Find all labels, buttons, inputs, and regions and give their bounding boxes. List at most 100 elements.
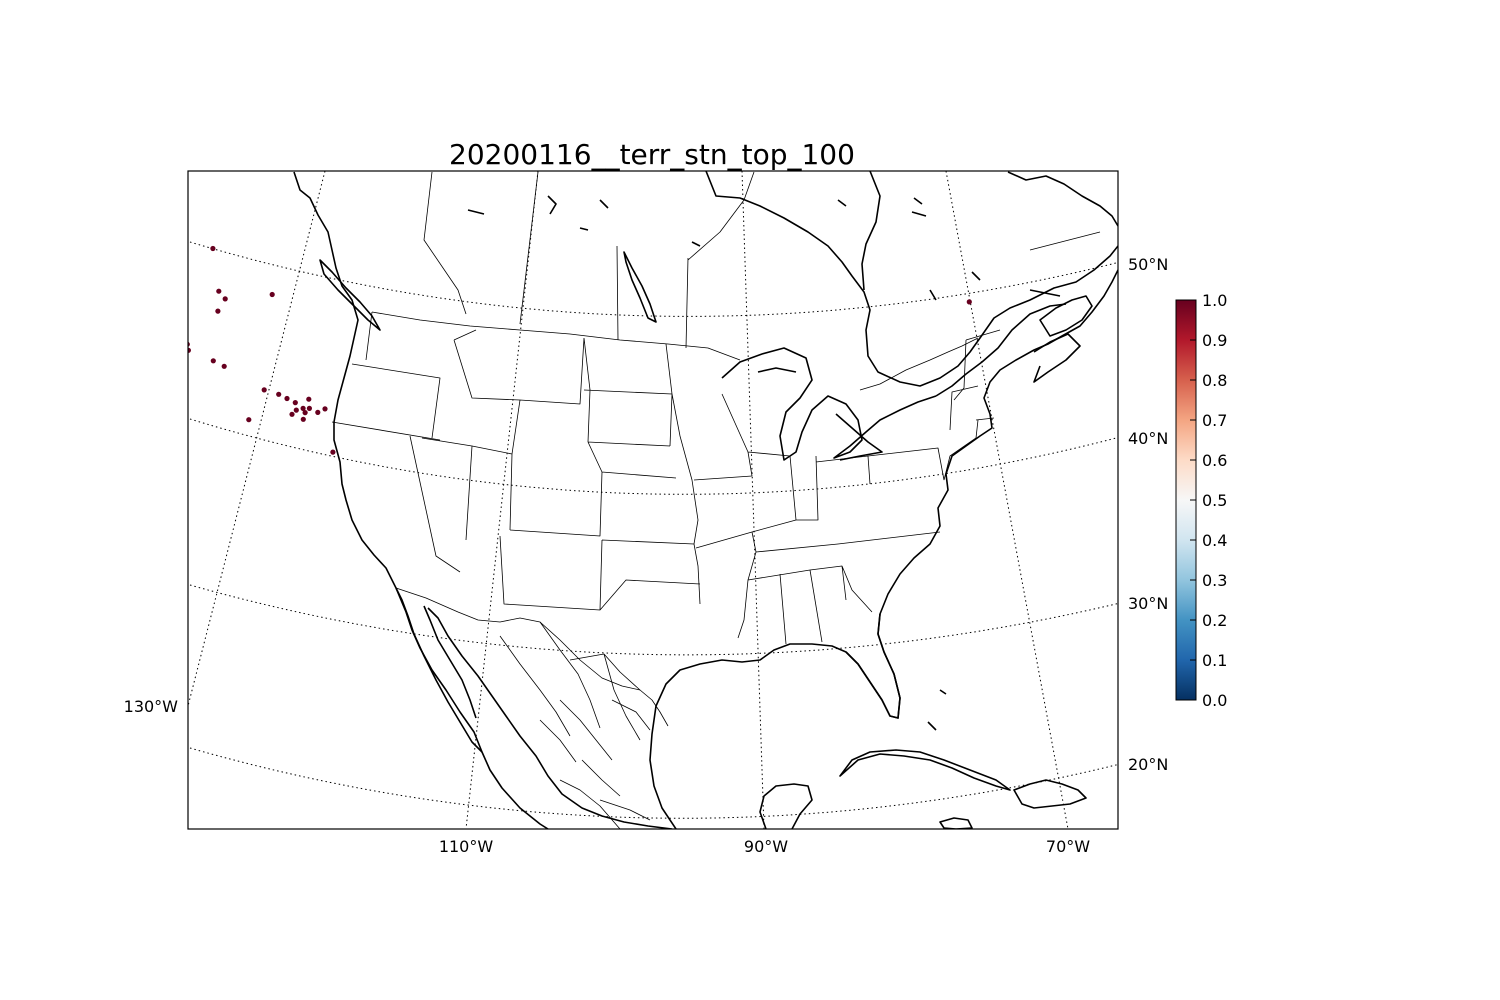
colorbar-tick-label: 0.6 [1202,451,1227,470]
borders [331,171,1101,829]
station-point-50 [175,344,180,349]
latitude-labels: 50°N 40°N 30°N 20°N [1128,255,1168,774]
florida [845,613,901,719]
station-point-60 [306,405,312,411]
station-point-67 [300,416,306,422]
station-point-44 [222,296,228,302]
station-point-64 [322,406,328,412]
station-point-40 [210,245,216,252]
coastlines [293,171,1118,829]
colorbar: 1.0 0.9 0.8 0.7 0.6 0.5 0.4 0.3 0.2 0.1 0.0 [1175,291,1227,710]
colorbar-tick-label: 0.7 [1202,411,1227,430]
station-point-58 [292,400,298,406]
jamaica [939,817,973,829]
station-point-8 [22,54,27,59]
station-point-29 [89,129,94,134]
lon-label-90w: 90°W [744,837,788,856]
map-frame [187,170,1119,830]
lake-winnipeg [623,251,657,323]
station-point-28 [70,106,75,111]
station-point-53 [210,358,216,364]
station-point-42 [269,291,275,298]
meridian-90w [741,171,765,829]
station-point-14 [0,61,2,66]
station-point-57 [284,395,290,402]
station-point-61 [315,409,321,415]
parallel-20n [189,747,1118,819]
station-point-54 [221,363,227,369]
station-point-9 [34,55,39,60]
station-point-62 [302,410,308,416]
station-point-48 [188,341,190,347]
gulf-of-st-lawrence [935,303,1081,397]
colorbar-tick-label: 0.5 [1202,491,1227,510]
colorbar-tick-label: 0.3 [1202,571,1227,590]
station-point-71 [86,353,91,358]
station-point-30 [117,132,122,137]
station-point-47 [180,336,185,341]
station-point-79 [966,299,972,305]
station-point-34 [144,179,149,184]
lat-label-20n: 20°N [1128,755,1168,774]
station-point-70 [149,369,154,374]
station-point-25 [6,89,11,94]
station-point-17 [0,71,5,76]
station-point-18 [17,75,22,80]
longitude-labels: 130°W 110°W 90°W 70°W [124,697,1091,856]
colorbar-tick-label: 0.0 [1202,691,1227,710]
lon-label-130w: 130°W [124,697,179,716]
station-point-26 [23,102,28,107]
mexico-west-coast [427,607,673,829]
hudson-bay-east [861,171,881,291]
station-point-33 [137,168,142,173]
us-mexico-border [395,587,669,727]
station-point-31 [128,128,133,133]
lon-label-110w: 110°W [439,837,494,856]
colorbar-tick-label: 0.1 [1202,651,1227,670]
map-area [0,51,1269,829]
arctic-islands [467,195,1061,731]
map-title: 20200116__terr_stn_top_100 [449,138,855,171]
station-point-22 [20,91,25,96]
station-point-13 [12,66,17,71]
station-point-19 [28,83,33,88]
station-point-6 [0,51,5,56]
colorbar-tick-label: 1.0 [1202,291,1227,310]
station-point-59 [300,405,306,411]
station-point-20 [41,86,46,91]
hudson-bay-edge [705,171,1118,387]
lat-label-40n: 40°N [1128,429,1168,448]
us-canada-border [371,311,979,391]
baja-california [395,587,483,753]
colorbar-tick-label: 0.8 [1202,371,1227,390]
station-point-10 [42,63,47,68]
station-point-41 [175,251,180,256]
lon-label-70w: 70°W [1046,837,1090,856]
station-point-23 [39,97,44,102]
station-point-63 [293,407,299,413]
colorbar-ticks: 1.0 0.9 0.8 0.7 0.6 0.5 0.4 0.3 0.2 0.1 0.0 [1190,291,1227,710]
station-point-66 [289,411,295,417]
great-lakes [721,347,937,461]
station-point-12 [29,70,34,75]
station-point-43 [216,288,222,294]
station-point-52 [174,354,179,359]
canada-provinces [423,171,1101,349]
colorbar-tick-label: 0.9 [1202,331,1227,350]
station-point-80 [1264,302,1269,307]
parallel-30n [189,584,1118,656]
station-point-46 [173,330,178,335]
meridian-130w [188,171,326,707]
station-point-21 [7,81,12,86]
mexico-states [499,621,651,829]
cuba [839,749,1011,791]
station-point-45 [215,308,221,314]
vancouver-island [319,259,381,331]
station-point-32 [133,162,138,167]
station-point-65 [306,396,312,402]
colorbar-tick-label: 0.2 [1202,611,1227,630]
graticule [188,171,1118,829]
station-point-56 [276,391,282,397]
station-point-7 [7,59,12,64]
station-point-27 [37,106,42,111]
